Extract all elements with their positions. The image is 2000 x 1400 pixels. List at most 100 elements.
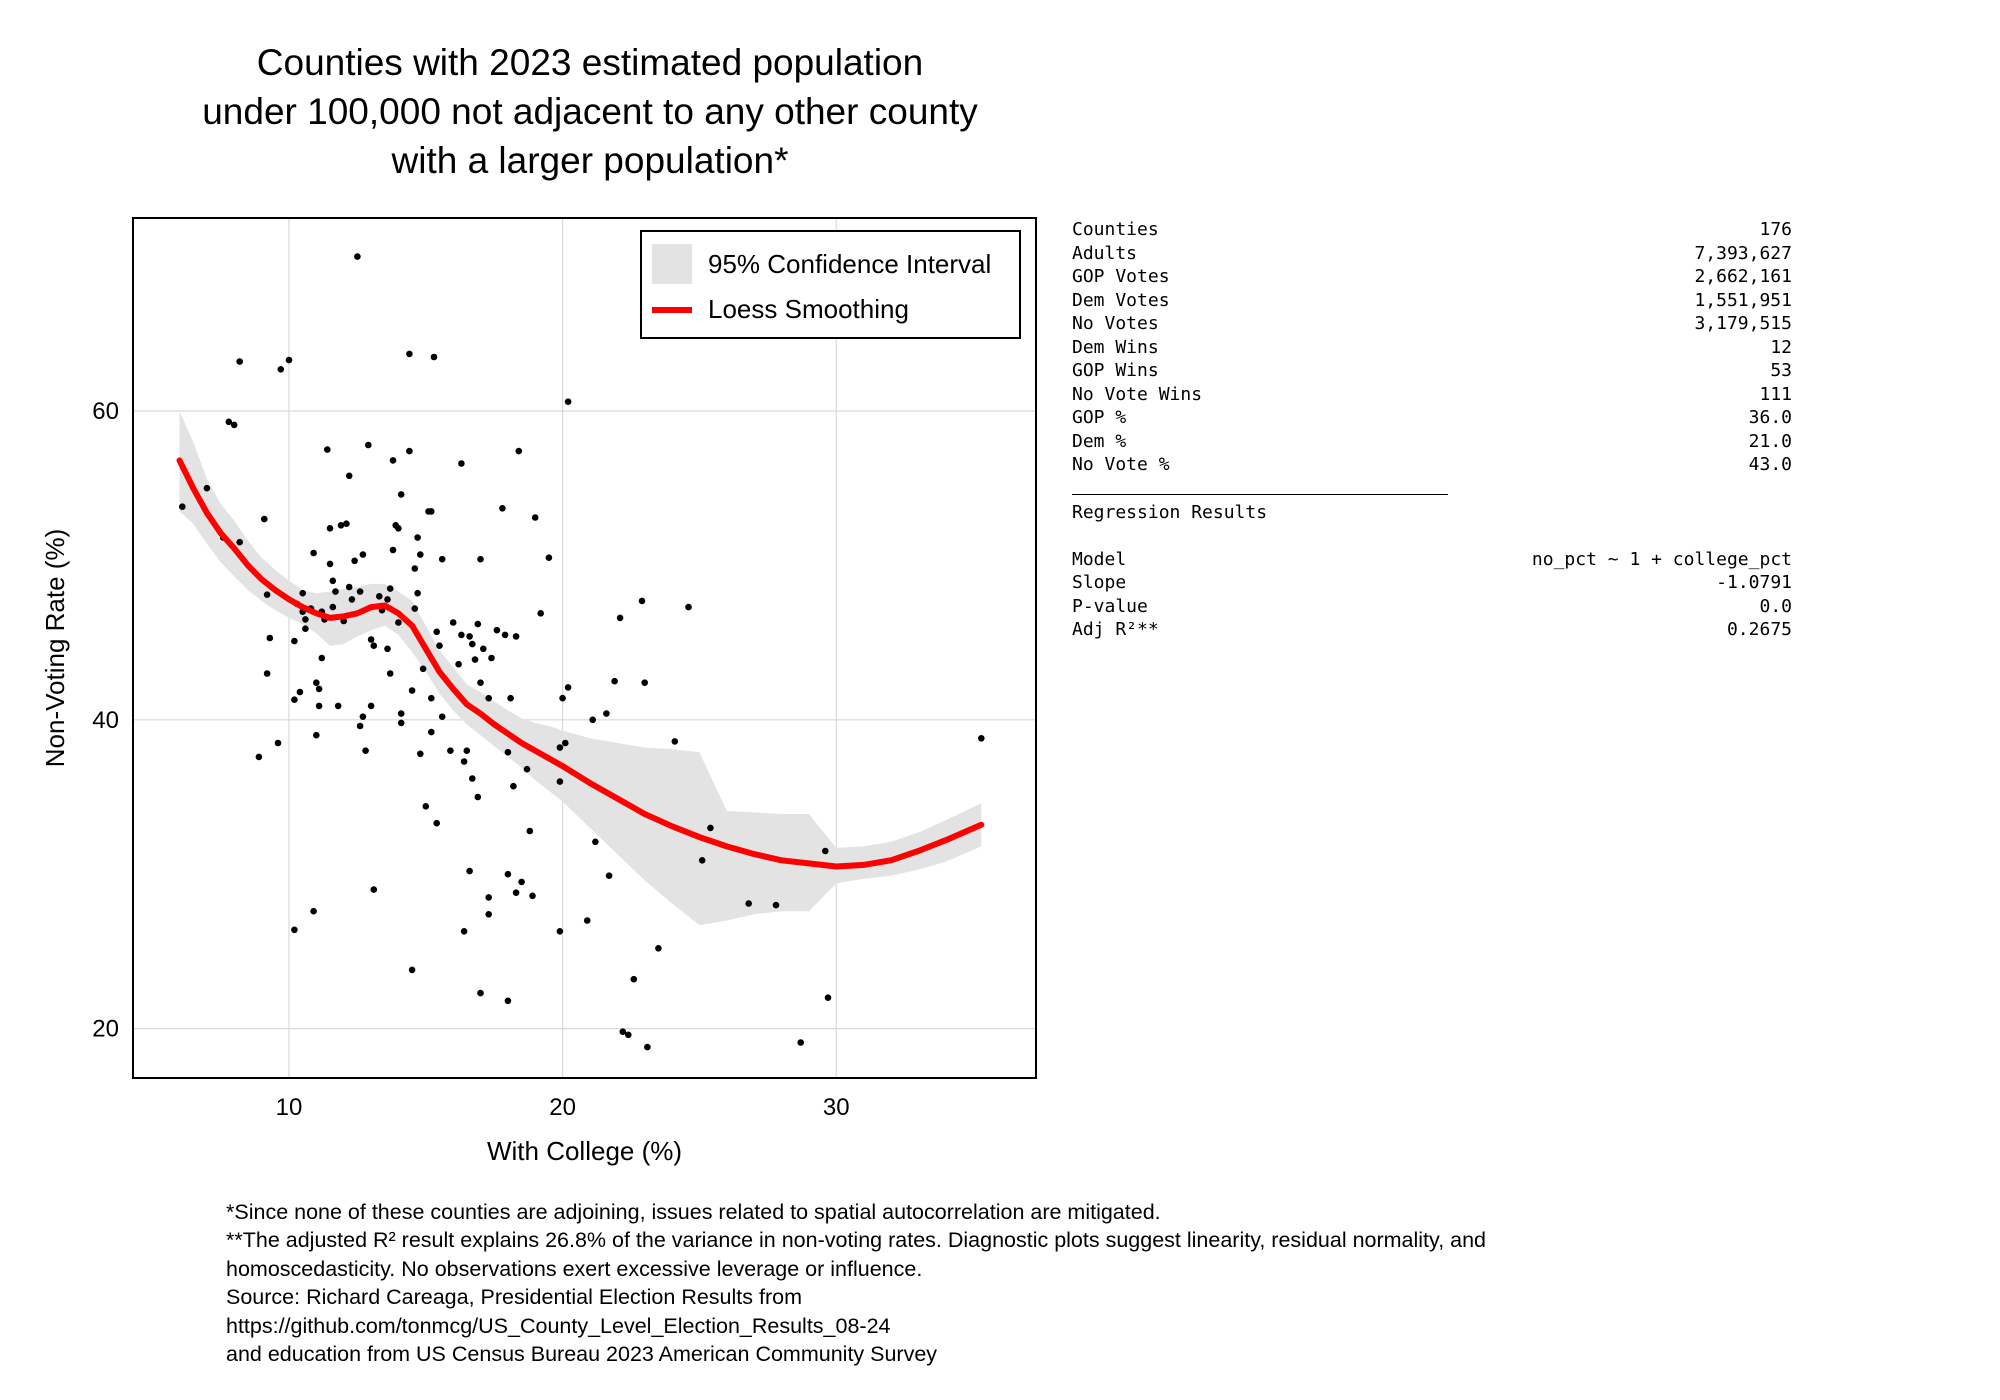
data-point: [559, 694, 566, 702]
data-point: [556, 928, 564, 935]
stat-label: No Vote %: [1072, 454, 1170, 475]
data-point: [438, 555, 446, 563]
data-point: [315, 702, 323, 710]
data-point: [603, 710, 610, 717]
data-point: [526, 827, 534, 835]
data-point: [359, 551, 367, 558]
data-point: [655, 945, 662, 952]
data-point: [414, 534, 421, 541]
data-point: [529, 892, 536, 900]
data-point: [671, 738, 679, 745]
stat-value: -1.0791: [1716, 572, 1792, 593]
stat-row: Slope -1.0791: [1072, 571, 1792, 595]
data-point: [324, 446, 331, 453]
data-point: [512, 633, 520, 640]
data-point: [313, 679, 320, 686]
data-point: [329, 577, 337, 585]
footnotes: *Since none of these counties are adjoin…: [226, 1198, 1486, 1368]
data-point: [504, 870, 512, 878]
stat-row: Dem % 21.0: [1072, 430, 1792, 454]
data-point: [255, 753, 263, 761]
y-tick-label: 40: [92, 707, 119, 734]
legend-swatch-band: [652, 244, 692, 284]
data-point: [589, 716, 596, 724]
stat-label: Adj R²**: [1072, 619, 1159, 640]
data-point: [564, 398, 572, 406]
data-point: [707, 824, 714, 832]
data-point: [745, 900, 752, 907]
data-point: [351, 557, 358, 565]
data-point: [556, 744, 564, 751]
source-line-1: Source: Richard Careaga, Presidential El…: [226, 1285, 802, 1310]
data-point: [345, 472, 353, 480]
stat-value: 2,662,161: [1694, 266, 1792, 287]
footnote-2: **The adjusted R² result explains 26.8% …: [226, 1228, 1487, 1253]
data-point: [507, 694, 514, 702]
data-point: [359, 713, 367, 720]
data-point: [230, 421, 238, 429]
data-point: [329, 603, 337, 611]
data-point: [644, 1043, 651, 1051]
data-point: [469, 640, 476, 648]
data-point: [501, 631, 509, 639]
stat-label: P-value: [1072, 595, 1148, 617]
stat-label: Dem %: [1072, 430, 1127, 452]
footnote-1: *Since none of these counties are adjoin…: [226, 1200, 1161, 1224]
stat-row: GOP Wins 53: [1072, 359, 1792, 383]
data-point: [466, 867, 473, 875]
data-point: [274, 739, 282, 747]
data-point: [315, 685, 323, 693]
data-point: [592, 838, 599, 846]
data-point: [537, 610, 544, 617]
data-point: [370, 642, 378, 649]
title-line-3: with a larger population*: [391, 140, 789, 181]
stat-label: GOP Wins: [1072, 360, 1159, 381]
data-point: [419, 665, 427, 673]
data-point: [460, 758, 468, 765]
data-point: [428, 728, 435, 736]
data-point: [474, 793, 482, 801]
data-point: [266, 634, 274, 642]
data-point: [406, 447, 413, 455]
data-point: [348, 596, 356, 603]
regression-heading: Regression Results: [1072, 501, 1792, 525]
data-point: [504, 997, 512, 1005]
stat-value: 111: [1759, 383, 1792, 405]
data-point: [471, 656, 479, 663]
data-point: [263, 591, 271, 598]
data-point: [510, 782, 517, 790]
data-point: [463, 747, 471, 754]
data-point: [797, 1039, 804, 1046]
x-tick-label: 30: [823, 1094, 850, 1121]
data-point: [411, 565, 419, 572]
data-point: [302, 616, 309, 623]
data-point: [345, 583, 353, 591]
data-point: [356, 722, 364, 730]
data-point: [386, 585, 394, 592]
data-point: [406, 350, 413, 358]
data-point: [376, 593, 383, 600]
stat-label: Counties: [1072, 219, 1159, 240]
data-point: [458, 460, 465, 467]
stat-label: Slope: [1072, 572, 1127, 593]
stat-row: No Vote Wins 111: [1072, 383, 1792, 407]
data-point: [466, 633, 473, 640]
data-point: [556, 778, 564, 785]
data-point: [458, 631, 465, 639]
data-point: [397, 491, 405, 498]
stat-value: 53: [1770, 360, 1792, 381]
data-point: [625, 1031, 632, 1039]
data-point: [263, 670, 271, 677]
data-point: [397, 710, 405, 717]
y-axis-label: Non-Voting Rate (%): [40, 529, 70, 767]
stat-label: Adults: [1072, 242, 1138, 264]
legend-item-ci: 95% Confidence Interval: [652, 244, 991, 284]
title-line-2: under 100,000 not adjacent to any other …: [202, 91, 978, 132]
data-point: [411, 605, 419, 612]
data-point: [299, 589, 307, 597]
regression-heading-label: Regression Results: [1072, 501, 1268, 523]
data-point: [460, 928, 468, 935]
data-point: [499, 505, 506, 512]
data-point: [474, 620, 482, 628]
data-point: [326, 525, 334, 532]
